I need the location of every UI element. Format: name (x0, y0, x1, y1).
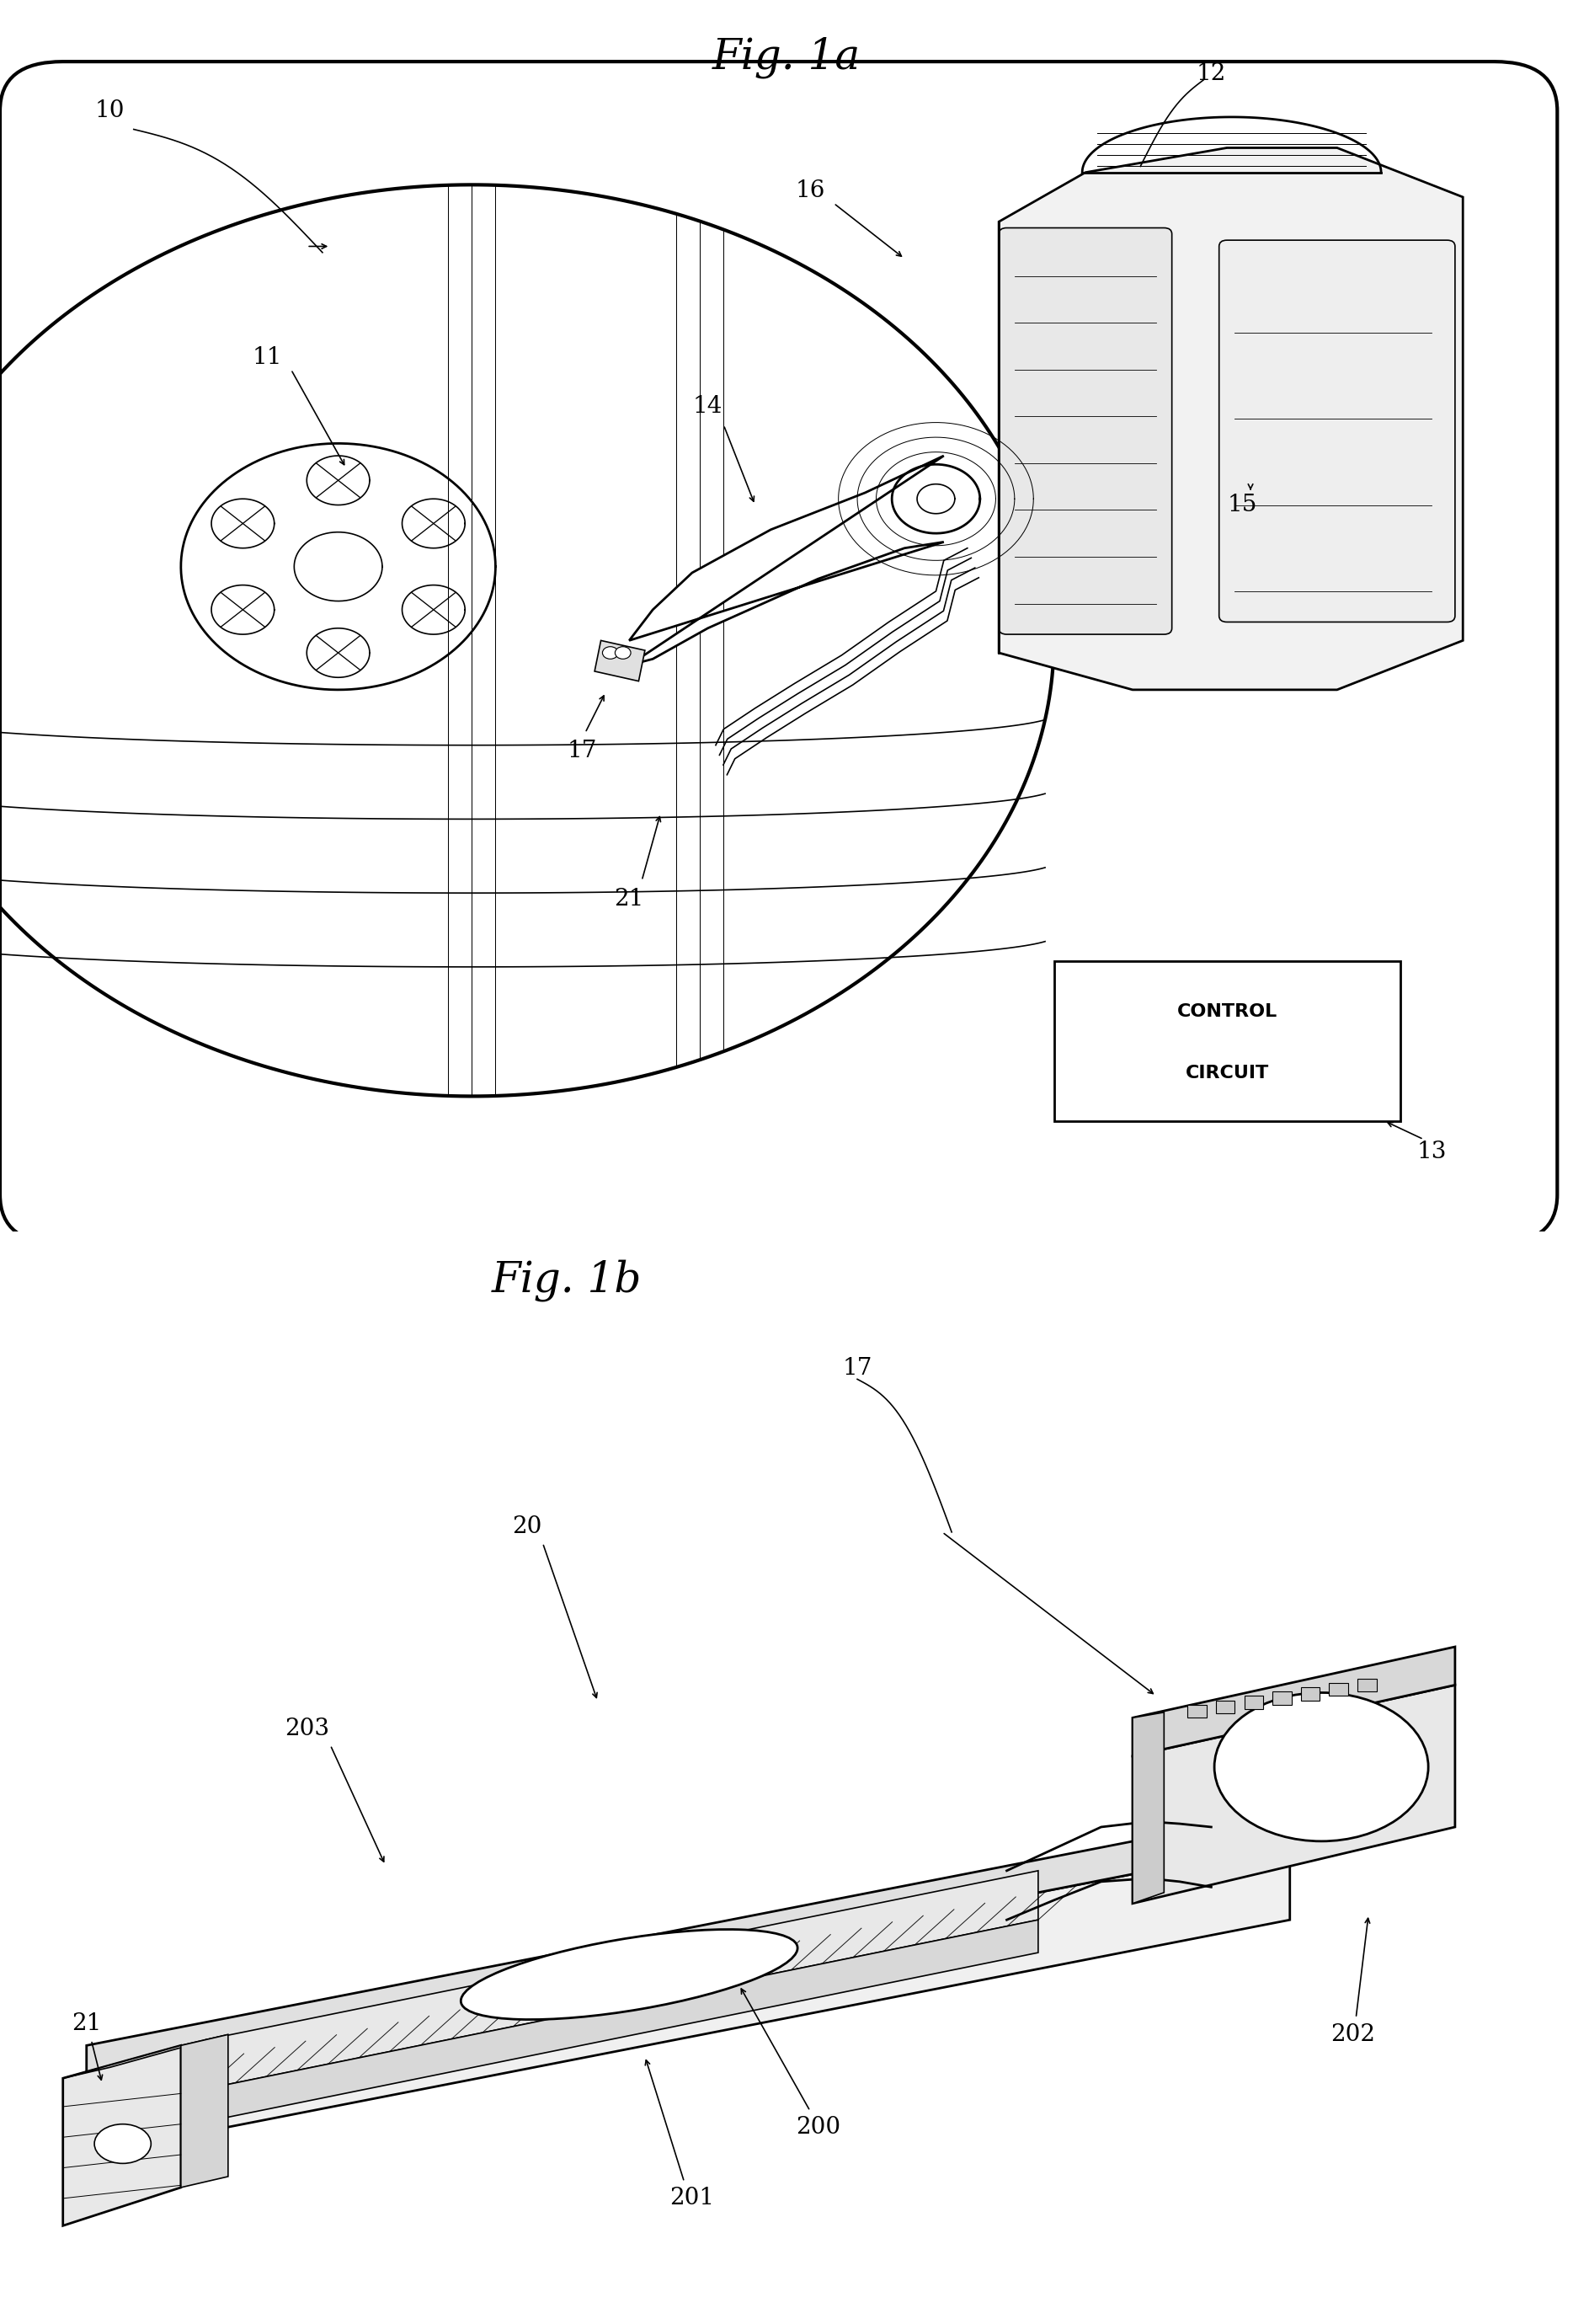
Text: 15: 15 (1229, 493, 1257, 516)
Text: 13: 13 (1417, 1141, 1446, 1162)
Bar (1244, 1697, 1263, 1708)
Bar (1329, 1683, 1348, 1697)
FancyBboxPatch shape (1219, 239, 1455, 623)
Polygon shape (1133, 1685, 1455, 1903)
Polygon shape (87, 1843, 1290, 2154)
Text: 201: 201 (670, 2187, 714, 2210)
Polygon shape (181, 2034, 228, 2187)
Bar (1188, 1706, 1206, 1717)
Polygon shape (63, 2045, 181, 2226)
Text: 14: 14 (694, 395, 722, 418)
Polygon shape (1133, 1648, 1455, 1757)
Circle shape (94, 2124, 151, 2164)
Polygon shape (595, 641, 645, 681)
Text: 16: 16 (796, 179, 824, 202)
Text: 20: 20 (513, 1515, 541, 1538)
Text: CIRCUIT: CIRCUIT (1184, 1064, 1269, 1081)
Text: 21: 21 (72, 2013, 101, 2036)
Polygon shape (63, 2034, 228, 2078)
Polygon shape (999, 149, 1463, 690)
Polygon shape (629, 456, 944, 665)
Text: CONTROL: CONTROL (1177, 1004, 1277, 1020)
Bar (1273, 1692, 1291, 1706)
FancyBboxPatch shape (0, 63, 1557, 1243)
Text: Fig. 1a: Fig. 1a (713, 37, 860, 79)
Polygon shape (1133, 1713, 1164, 1903)
Polygon shape (204, 1871, 1038, 2089)
Text: 11: 11 (252, 346, 283, 370)
FancyBboxPatch shape (999, 228, 1172, 634)
Text: 17: 17 (842, 1357, 873, 1380)
Circle shape (1214, 1692, 1428, 1841)
Bar (1301, 1687, 1320, 1701)
Bar (1357, 1678, 1376, 1692)
Text: 203: 203 (285, 1717, 329, 1741)
Bar (1054, 960, 1400, 1120)
Circle shape (615, 646, 631, 660)
Text: 21: 21 (615, 888, 643, 911)
Polygon shape (204, 1920, 1038, 2122)
Text: 202: 202 (1331, 2024, 1375, 2045)
Bar (1216, 1701, 1235, 1713)
Text: 12: 12 (1197, 63, 1225, 86)
Circle shape (602, 646, 618, 660)
Text: 17: 17 (566, 739, 598, 762)
Polygon shape (87, 1810, 1290, 2078)
Text: 200: 200 (796, 2117, 840, 2138)
Text: Fig. 1b: Fig. 1b (491, 1260, 642, 1301)
Ellipse shape (461, 1929, 798, 2020)
Text: 10: 10 (94, 100, 126, 123)
